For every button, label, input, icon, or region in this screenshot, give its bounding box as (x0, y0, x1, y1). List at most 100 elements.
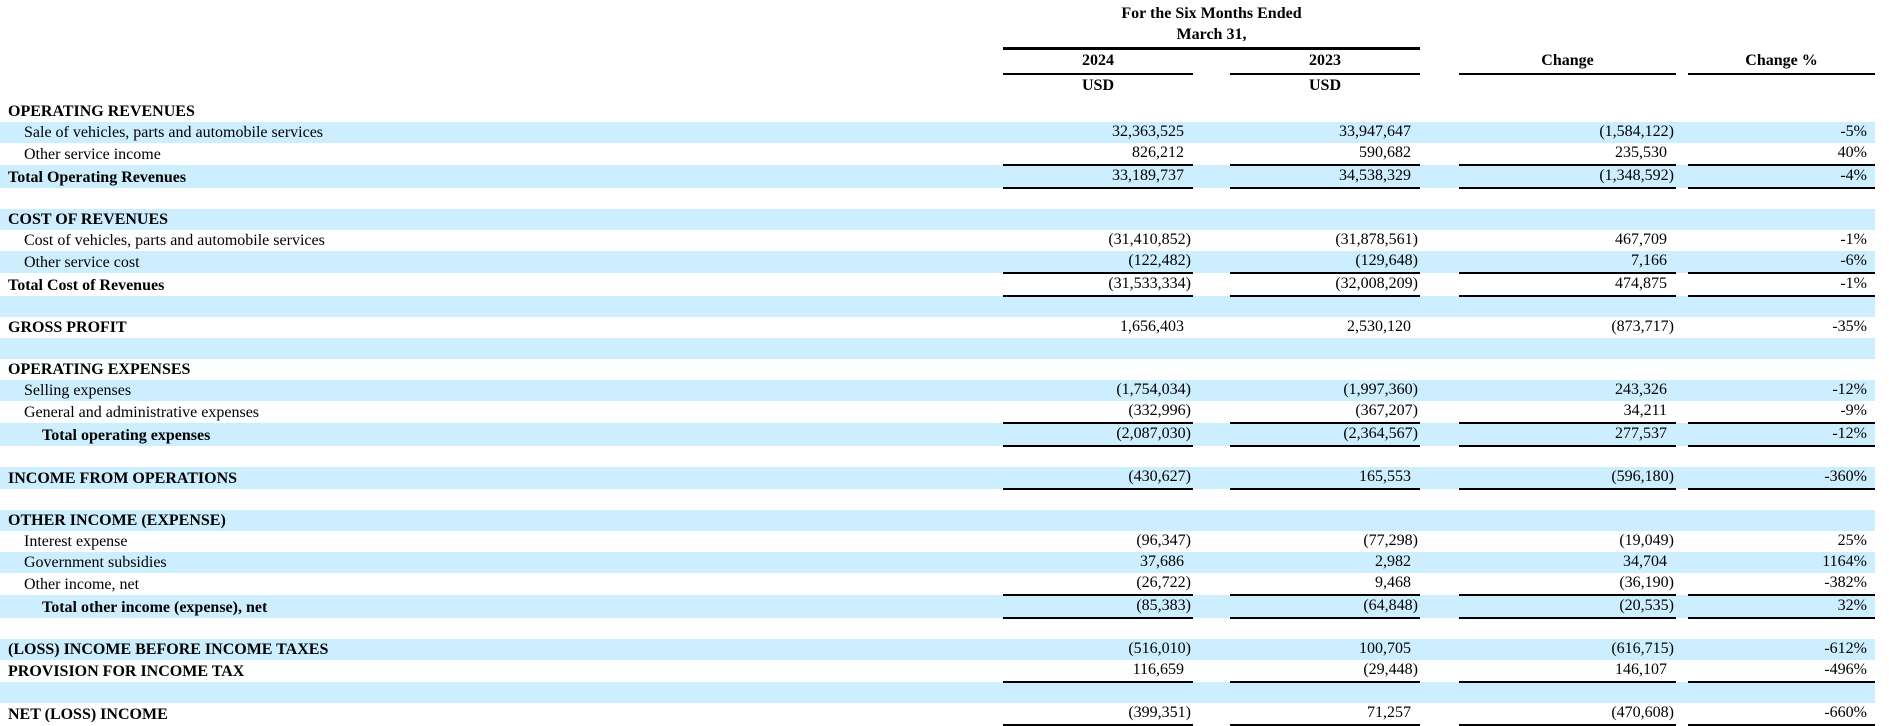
table-row: Total operating expenses (2,087,030) (2,36… (0, 423, 1889, 447)
column-gap (1420, 682, 1459, 703)
period-line1: For the Six Months Ended (1121, 4, 1302, 22)
cell-pct (1688, 510, 1875, 531)
row-label: COST OF REVENUES (0, 209, 1003, 230)
column-gap (1193, 510, 1230, 531)
cell-change (1459, 209, 1676, 230)
right-margin (1875, 317, 1889, 338)
row-label: Cost of vehicles, parts and automobile s… (0, 230, 1003, 251)
cell-pct (1688, 338, 1875, 359)
right-margin (1875, 101, 1889, 122)
cell-change (1459, 338, 1676, 359)
column-gap (1420, 660, 1459, 682)
right-margin (1875, 489, 1889, 510)
cell-change (1459, 682, 1676, 703)
cell-pct: 32% (1688, 595, 1875, 619)
right-margin (1875, 230, 1889, 251)
column-gap (1193, 573, 1230, 595)
cell-pct: -12% (1688, 380, 1875, 401)
header-spacer-cell (1688, 74, 1875, 101)
cell-pct: -660% (1688, 703, 1875, 726)
row-label: NET (LOSS) INCOME (0, 703, 1003, 725)
header-spacer-cell (1459, 0, 1676, 48)
column-gap (1193, 338, 1230, 359)
row-label: Selling expenses (0, 380, 1003, 401)
cell-change: 243,326 (1459, 380, 1676, 401)
right-margin (1875, 552, 1889, 573)
cell-v2023: (64,848) (1230, 595, 1420, 619)
cell-v2024 (1003, 489, 1193, 510)
column-gap (1420, 618, 1459, 639)
cell-v2023: 9,468 (1230, 573, 1420, 596)
cell-v2023: 2,982 (1230, 552, 1420, 573)
cell-v2024 (1003, 446, 1193, 467)
column-gap (1676, 0, 1688, 48)
column-gap (1676, 595, 1688, 618)
cell-v2023: (31,878,561) (1230, 230, 1420, 251)
cell-v2024: (430,627) (1003, 467, 1193, 490)
right-margin (1875, 467, 1889, 489)
right-margin (1875, 618, 1889, 639)
cell-v2023: (1,997,360) (1230, 380, 1420, 401)
cell-pct (1688, 101, 1875, 122)
cell-pct: -4% (1688, 165, 1875, 189)
column-gap (1193, 165, 1230, 188)
table-row: OTHER INCOME (EXPENSE) (0, 510, 1889, 531)
row-label: OPERATING REVENUES (0, 101, 1003, 122)
column-gap (1420, 510, 1459, 531)
column-gap (1420, 209, 1459, 230)
column-gap (1676, 209, 1688, 230)
column-gap (1420, 552, 1459, 573)
cell-v2024: 37,686 (1003, 552, 1193, 573)
row-label (0, 446, 1003, 467)
cell-v2024 (1003, 296, 1193, 317)
cell-pct: -360% (1688, 467, 1875, 490)
column-gap (1676, 165, 1688, 188)
cell-change (1459, 359, 1676, 380)
column-gap (1420, 489, 1459, 510)
column-gap (1193, 446, 1230, 467)
right-margin (1875, 660, 1889, 682)
column-gap (1676, 573, 1688, 595)
column-gap (1193, 122, 1230, 143)
spacer-row (0, 296, 1889, 317)
cell-v2024: 32,363,525 (1003, 122, 1193, 143)
column-gap (1193, 595, 1230, 618)
column-gap (1676, 531, 1688, 552)
cell-v2023 (1230, 338, 1420, 359)
row-label: PROVISION FOR INCOME TAX (0, 660, 1003, 682)
cell-change: (19,049) (1459, 531, 1676, 552)
cell-v2023: 100,705 (1230, 639, 1420, 660)
column-gap (1676, 230, 1688, 251)
cell-v2023: 2,530,120 (1230, 317, 1420, 338)
cell-v2023 (1230, 209, 1420, 230)
header-spacer-cell (0, 74, 1003, 101)
column-gap (1676, 682, 1688, 703)
right-margin (1875, 209, 1889, 230)
row-label (0, 618, 1003, 639)
cell-v2024 (1003, 682, 1193, 703)
row-label: OTHER INCOME (EXPENSE) (0, 510, 1003, 531)
row-label (0, 682, 1003, 703)
column-gap (1676, 143, 1688, 165)
header-spacer-cell (1459, 74, 1676, 101)
row-label (0, 188, 1003, 209)
column-gap (1420, 251, 1459, 273)
currency-label-2023: USD (1308, 77, 1341, 94)
right-margin (1875, 143, 1889, 165)
cell-v2023 (1230, 510, 1420, 531)
cell-pct: 40% (1688, 143, 1875, 166)
column-gap (1676, 74, 1688, 101)
column-gap (1420, 188, 1459, 209)
cell-v2024: (31,410,852) (1003, 230, 1193, 251)
cell-v2023 (1230, 188, 1420, 209)
cell-pct (1688, 359, 1875, 380)
cell-change: (20,535) (1459, 595, 1676, 619)
column-gap (1193, 531, 1230, 552)
cell-change (1459, 296, 1676, 317)
table-row: NET (LOSS) INCOME (399,351) 71,257 (470,608… (0, 703, 1889, 726)
table-row: Selling expenses (1,754,034) (1,997,360) 24… (0, 380, 1889, 401)
column-gap (1193, 317, 1230, 338)
cell-change: 467,709 (1459, 230, 1676, 251)
cell-v2023: (77,298) (1230, 531, 1420, 552)
cell-change: (873,717) (1459, 317, 1676, 338)
